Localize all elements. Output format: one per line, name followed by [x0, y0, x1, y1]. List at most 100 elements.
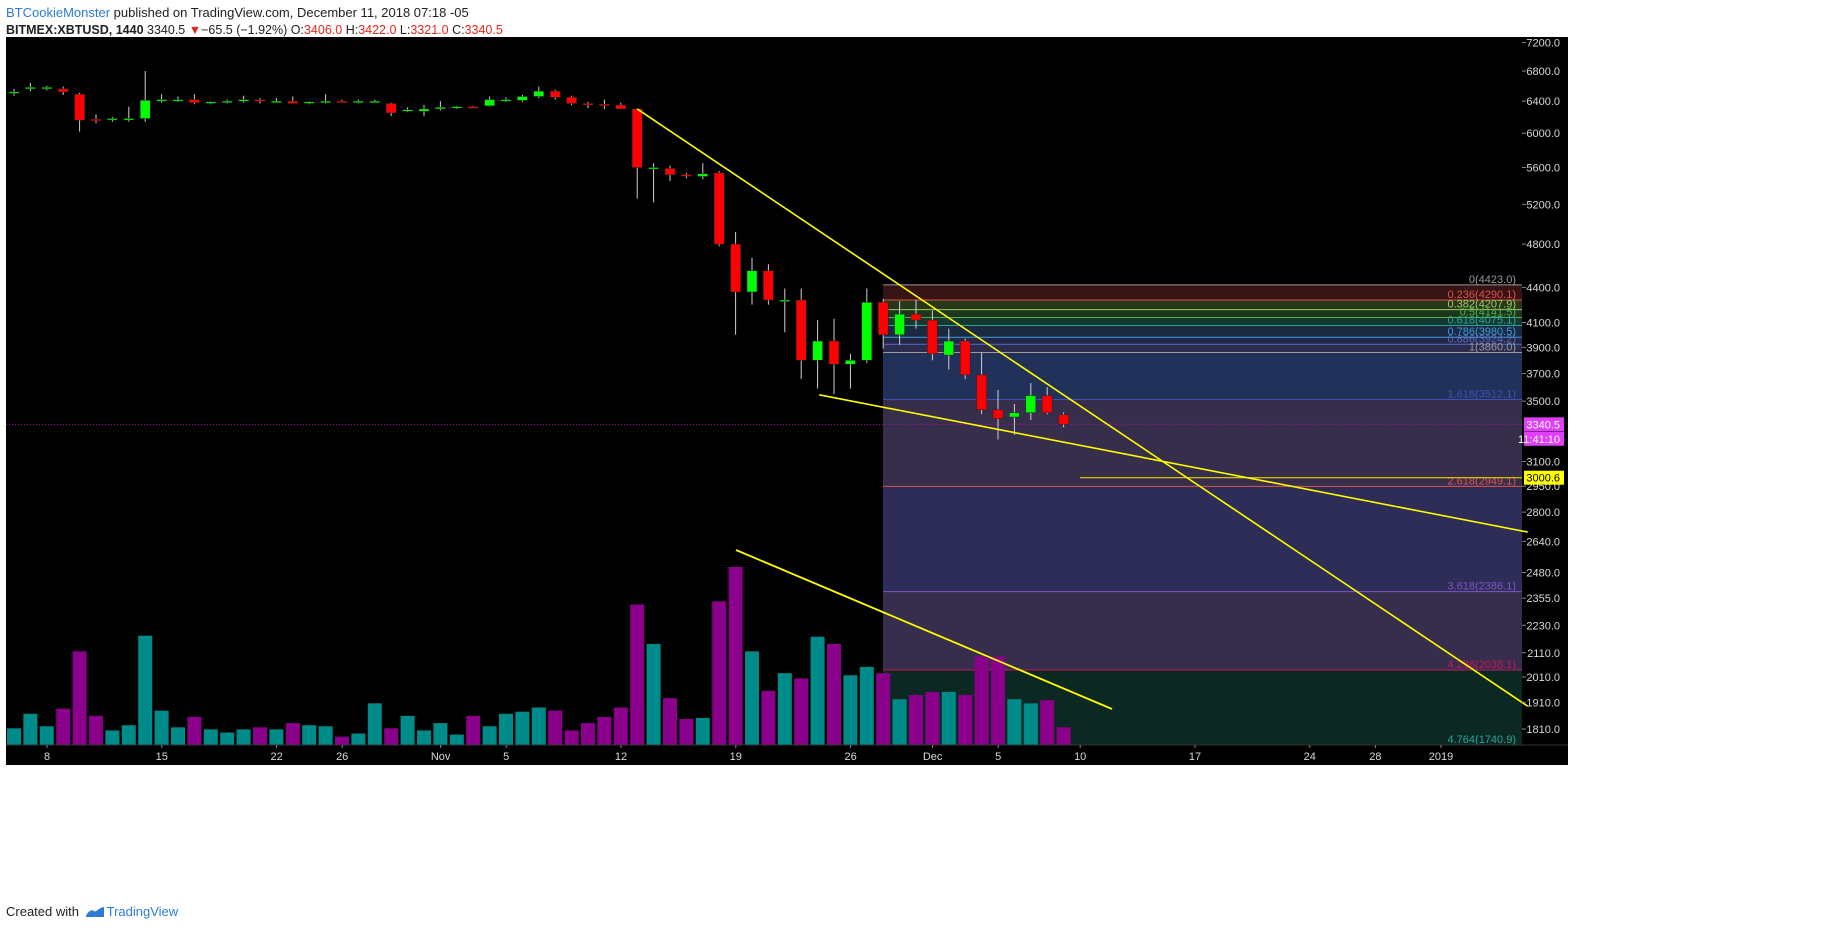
price-tick-label: 4800.0 — [1526, 239, 1560, 251]
candle-up — [435, 107, 446, 110]
volume-bar — [449, 734, 464, 745]
candle-up — [156, 99, 167, 102]
volume-bar — [171, 727, 185, 745]
candle-down — [254, 99, 266, 102]
time-tick-label: 17 — [1189, 751, 1201, 763]
author-link[interactable]: BTCookieMonster — [6, 5, 111, 20]
candle-up — [484, 99, 495, 107]
symbol-name[interactable]: BITMEX:XBTUSD, 1440 — [6, 23, 144, 37]
fib-level-label: 0.382(4207.9) — [1448, 299, 1517, 311]
volume-bar — [285, 723, 300, 745]
candle-up — [320, 100, 331, 103]
price-tick-label: 2355.0 — [1526, 593, 1560, 605]
high-label: H: — [345, 23, 359, 37]
volume-bar — [384, 728, 399, 745]
candle-down — [615, 104, 627, 110]
fib-zone — [883, 352, 1522, 400]
published-text: published on TradingView.com, December 1… — [110, 5, 469, 20]
volume-bar — [121, 725, 136, 745]
time-tick-label: 10 — [1074, 751, 1086, 763]
low-value: 3321.0 — [410, 23, 449, 37]
volume-bar — [351, 733, 366, 745]
fib-level-label: 4.236(2038.1) — [1448, 659, 1517, 671]
volume-bar — [7, 728, 21, 745]
candle-up — [123, 118, 135, 121]
fib-level-label: 0(4423.0) — [1469, 274, 1516, 286]
candle-down — [992, 409, 1004, 419]
open-label: O: — [290, 23, 304, 37]
volume-bar — [39, 726, 54, 745]
candle-up — [1009, 412, 1020, 418]
candle-down — [828, 340, 840, 365]
candle-up — [353, 100, 364, 103]
candle-up — [25, 87, 36, 90]
fib-level-label: 0.886(3924.2) — [1448, 333, 1517, 345]
volume-bar — [843, 675, 858, 745]
volume-bar — [630, 604, 645, 745]
candle-up — [697, 173, 709, 177]
high-value: 3422.0 — [358, 23, 397, 37]
candle-down — [631, 108, 643, 168]
fib-zone — [883, 344, 1522, 353]
volume-bar — [745, 651, 759, 745]
footer: Created with TradingView — [6, 902, 178, 922]
volume-bar — [941, 691, 956, 745]
candle-up — [221, 100, 233, 103]
fib-zone — [883, 399, 1522, 487]
price-tick-label: 6000.0 — [1526, 128, 1560, 140]
candle-up — [894, 313, 905, 336]
price-tick-label: 5200.0 — [1526, 199, 1560, 211]
candle-up — [303, 101, 315, 104]
candle-up — [943, 340, 955, 356]
volume-bar — [909, 695, 923, 745]
time-tick-label: Nov — [431, 751, 451, 763]
price-tag-label: 3340.5 — [1526, 419, 1560, 431]
price-tick-label: 3100.0 — [1526, 457, 1560, 469]
down-arrow-icon: ▼ — [188, 23, 202, 37]
volume-bar — [1007, 699, 1022, 745]
fib-zone — [883, 325, 1522, 338]
time-tick-label: 26 — [844, 751, 856, 763]
volume-bar — [695, 717, 710, 745]
volume-bar — [679, 718, 694, 745]
open-value: 3406.0 — [303, 23, 343, 37]
candle-down — [1058, 414, 1069, 425]
fib-zone — [883, 669, 1522, 745]
volume-bar — [548, 710, 563, 745]
volume-bar — [515, 711, 530, 745]
volume-bar — [663, 698, 677, 745]
candle-up — [418, 108, 430, 112]
candle-up — [779, 299, 791, 302]
candle-up — [41, 87, 53, 90]
volume-bar — [433, 723, 448, 745]
candle-down — [90, 119, 102, 122]
candle-up — [402, 109, 413, 112]
price-tag-label: 11:41:10 — [1518, 434, 1560, 446]
volume-bar — [531, 707, 546, 745]
candle-down — [599, 104, 610, 107]
price-tick-label: 4400.0 — [1526, 282, 1560, 294]
price-tick-label: 2230.0 — [1526, 620, 1560, 632]
candle-down — [910, 313, 922, 321]
candle-down — [976, 374, 987, 411]
publish-header: BTCookieMonster published on TradingView… — [6, 3, 469, 23]
fib-zone — [883, 299, 1522, 310]
price-tick-label: 2640.0 — [1526, 536, 1560, 548]
fib-level-label: 0.236(4290.1) — [1448, 289, 1517, 301]
price-tick-label: 3900.0 — [1526, 342, 1560, 354]
volume-bar — [367, 703, 382, 745]
low-label: L: — [399, 23, 411, 37]
candle-up — [861, 302, 873, 361]
candle-up — [369, 100, 381, 103]
fib-zone — [883, 284, 1522, 300]
candle-up — [139, 100, 151, 119]
volume-trendline — [735, 549, 1113, 710]
candle-down — [877, 302, 889, 336]
volume-bar — [728, 567, 743, 745]
price-tick-label: 2480.0 — [1526, 567, 1560, 579]
time-tick-label: 19 — [730, 751, 742, 763]
volume-bar — [564, 730, 579, 745]
tradingview-link[interactable]: TradingView — [106, 904, 179, 919]
volume-bar — [417, 730, 431, 745]
